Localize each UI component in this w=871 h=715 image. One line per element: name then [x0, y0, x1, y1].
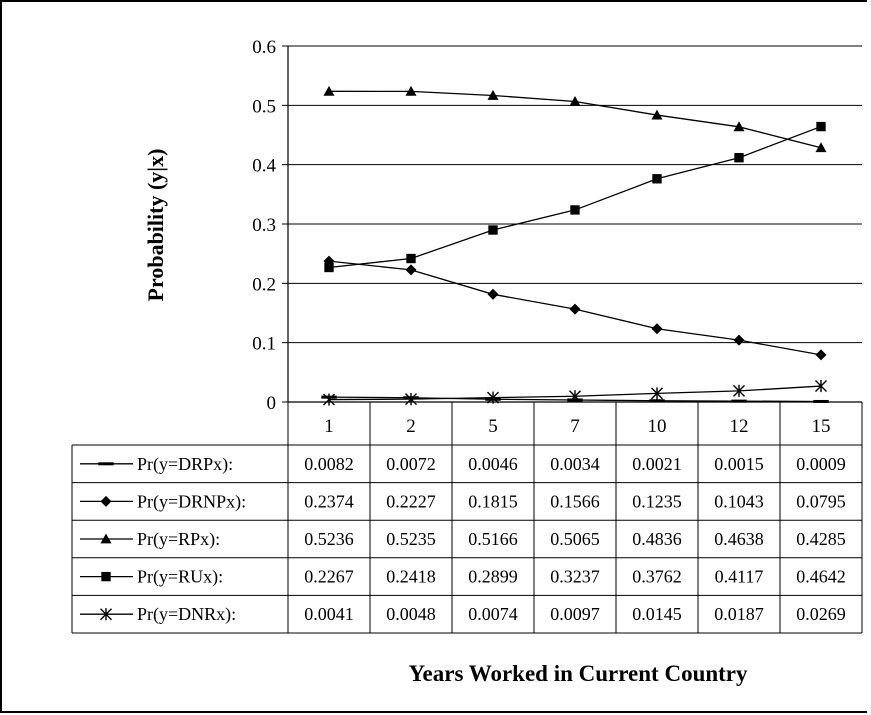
data-value: 0.5065 — [550, 529, 600, 549]
y-tick-label: 0.6 — [252, 37, 276, 58]
y-tick-label: 0.1 — [252, 334, 276, 355]
legend-key — [80, 533, 133, 544]
data-value: 0.5166 — [468, 529, 518, 549]
legend-key-marker — [100, 495, 112, 507]
series-lines — [321, 85, 829, 406]
x-tick-label: 5 — [488, 416, 498, 437]
data-point — [487, 89, 499, 100]
data-value: 0.0187 — [714, 604, 764, 624]
data-value: 0.2418 — [386, 567, 436, 587]
data-value: 0.4638 — [714, 529, 764, 549]
data-point — [815, 142, 827, 153]
data-point — [405, 393, 417, 406]
data-value: 0.0009 — [796, 454, 846, 474]
data-point — [652, 174, 662, 184]
data-point — [651, 109, 663, 120]
data-value: 0.3237 — [550, 567, 600, 587]
data-value: 0.0145 — [632, 604, 682, 624]
y-tick-label: 0 — [267, 393, 277, 414]
data-point — [323, 393, 335, 406]
series-name: Pr(y=RUx): — [137, 567, 223, 588]
data-value: 0.2374 — [304, 491, 354, 511]
series-name: Pr(y=RPx): — [137, 529, 220, 550]
data-point — [815, 379, 827, 393]
x-tick-label: 15 — [812, 416, 831, 437]
data-value: 0.0072 — [386, 454, 436, 474]
data-value: 0.0097 — [550, 604, 600, 624]
data-value: 0.0048 — [386, 604, 436, 624]
y-tick-label: 0.3 — [252, 215, 276, 236]
data-point — [405, 85, 417, 96]
x-axis-label: Years Worked in Current Country — [408, 661, 748, 686]
data-value: 0.4836 — [632, 529, 682, 549]
data-value: 0.0041 — [304, 604, 354, 624]
data-point — [323, 85, 335, 96]
data-value: 0.5235 — [386, 529, 436, 549]
legend-key — [80, 495, 133, 507]
series-name: Pr(y=DRPx): — [137, 454, 233, 475]
data-value: 0.2899 — [468, 567, 518, 587]
gridlines — [282, 45, 862, 403]
data-value: 0.4117 — [715, 567, 764, 587]
data-point — [487, 288, 499, 300]
y-axis-label: Probability (y|x) — [143, 149, 168, 302]
data-value: 0.2267 — [304, 567, 354, 587]
data-value: 0.0074 — [468, 604, 518, 624]
data-point — [569, 95, 581, 106]
legend-key — [80, 608, 133, 621]
data-value: 0.0021 — [632, 454, 682, 474]
y-tick-labels: 0 0.1 0.2 0.3 0.4 0.5 0.6 — [252, 37, 276, 414]
x-tick-label: 1 — [324, 416, 334, 437]
data-value: 0.0082 — [304, 454, 354, 474]
data-point — [405, 264, 417, 276]
y-tick-label: 0.5 — [252, 96, 276, 117]
legend-key — [80, 571, 133, 582]
series-name: Pr(y=DNRx): — [137, 604, 236, 625]
data-value: 0.3762 — [632, 567, 682, 587]
data-value: 0.0015 — [714, 454, 764, 474]
data-point — [569, 390, 581, 403]
legend-key-marker — [100, 608, 112, 621]
data-value: 0.0034 — [550, 454, 600, 474]
data-point — [406, 253, 416, 264]
data-point — [487, 391, 499, 404]
data-value: 0.0046 — [468, 454, 518, 474]
x-tick-label: 2 — [406, 416, 416, 437]
data-value: 0.2227 — [386, 491, 436, 511]
series-name: Pr(y=DRNPx): — [137, 491, 246, 512]
data-value: 0.1235 — [632, 491, 682, 511]
data-value: 0.4285 — [796, 529, 846, 549]
x-tick-label: 12 — [730, 416, 749, 437]
data-point — [733, 334, 745, 346]
data-point — [488, 225, 498, 235]
data-value: 0.1566 — [550, 491, 600, 511]
data-point — [816, 121, 826, 132]
data-value: 0.1043 — [714, 491, 764, 511]
data-value: 0.1815 — [468, 491, 518, 511]
legend-key-marker — [101, 571, 111, 582]
y-tick-label: 0.2 — [252, 274, 276, 295]
data-point — [570, 205, 580, 215]
data-point — [569, 303, 581, 315]
data-value: 0.4642 — [796, 567, 846, 587]
data-value: 0.5236 — [304, 529, 354, 549]
x-tick-label: 10 — [648, 416, 667, 437]
data-point — [733, 121, 745, 132]
data-point — [734, 153, 744, 163]
data-point — [651, 387, 663, 400]
series-line — [328, 125, 822, 269]
data-point — [651, 323, 663, 335]
data-value: 0.0795 — [796, 491, 846, 511]
data-value: 0.0269 — [796, 604, 846, 624]
data-point — [324, 262, 334, 273]
legend-key-marker — [100, 533, 112, 544]
data-point — [733, 384, 745, 397]
y-tick-label: 0.4 — [252, 156, 276, 177]
x-tick-label: 7 — [570, 416, 580, 437]
data-point — [815, 349, 827, 361]
